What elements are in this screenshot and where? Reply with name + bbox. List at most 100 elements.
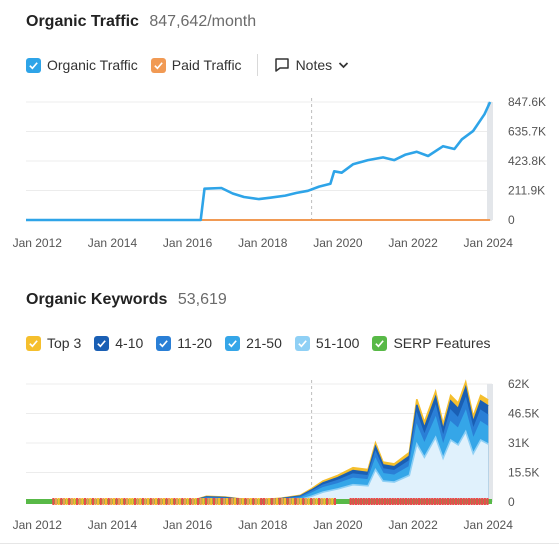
traffic-legend: Organic Traffic Paid Traffic Notes bbox=[26, 54, 356, 76]
serp-feature-mark bbox=[270, 498, 273, 505]
traffic-chart[interactable]: 0 211.9K 423.8K 635.7K 847.6K Jan 2012 Jan 201… bbox=[0, 86, 559, 256]
serp-feature-mark bbox=[415, 498, 418, 505]
y-tick-label: 0 bbox=[508, 213, 515, 227]
serp-feature-mark bbox=[436, 498, 439, 505]
y-tick-label: 0 bbox=[508, 495, 515, 509]
serp-feature-mark bbox=[147, 498, 150, 505]
serp-feature-mark bbox=[465, 498, 468, 505]
serp-feature-mark bbox=[225, 498, 229, 505]
serp-feature-mark bbox=[296, 498, 300, 505]
legend-serp-features[interactable]: SERP Features bbox=[372, 335, 490, 351]
serp-feature-mark bbox=[99, 498, 102, 505]
serp-feature-mark bbox=[254, 498, 258, 505]
serp-feature-mark bbox=[460, 498, 463, 505]
notes-dropdown[interactable]: Notes bbox=[274, 57, 356, 73]
legend-top-3[interactable]: Top 3 bbox=[26, 335, 81, 351]
serp-feature-mark bbox=[441, 498, 444, 505]
serp-feature-mark bbox=[73, 498, 76, 505]
legend-organic-traffic[interactable]: Organic Traffic bbox=[26, 57, 138, 73]
serp-feature-mark bbox=[457, 498, 460, 505]
legend-21-50[interactable]: 21-50 bbox=[225, 335, 282, 351]
serp-feature-mark bbox=[423, 498, 426, 505]
legend-51-100[interactable]: 51-100 bbox=[294, 335, 359, 351]
4-10-checkbox[interactable] bbox=[94, 335, 110, 351]
x-tick-label: Jan 2024 bbox=[464, 518, 514, 532]
11-20-checkbox[interactable] bbox=[156, 335, 172, 351]
legend-label: SERP Features bbox=[393, 335, 491, 351]
top-3-checkbox[interactable] bbox=[26, 335, 41, 351]
serp-feature-mark bbox=[175, 498, 179, 505]
keywords-total-value: 53,619 bbox=[177, 291, 227, 308]
serp-feature-mark bbox=[389, 498, 392, 505]
serp-feature-mark bbox=[62, 498, 66, 505]
serp-feature-mark bbox=[136, 498, 139, 505]
serp-feature-mark bbox=[189, 498, 192, 505]
legend-paid-traffic[interactable]: Paid Traffic bbox=[150, 57, 242, 73]
y-tick-label: 211.9K bbox=[508, 184, 545, 198]
keywords-chart[interactable]: 0 15.5K 31K 46.5K 62K Jan 2012 Jan 2014 Jan 201… bbox=[0, 368, 559, 538]
21-50-checkbox[interactable] bbox=[225, 335, 241, 351]
serp-feature-mark bbox=[102, 498, 105, 505]
x-tick-label: Jan 2024 bbox=[464, 236, 514, 250]
check-icon bbox=[29, 339, 38, 347]
serp-feature-mark bbox=[315, 498, 318, 505]
legend-label: 11-20 bbox=[177, 335, 213, 351]
serp-feature-mark bbox=[428, 498, 431, 505]
series-area-51-100 bbox=[26, 431, 489, 502]
serp-feature-mark bbox=[52, 498, 55, 505]
serp-feature-mark bbox=[365, 498, 368, 505]
organic-keywords-panel: Organic Keywords 53,619 Top 3 4-10 11-20 21… bbox=[0, 278, 559, 540]
serp-feature-mark bbox=[246, 498, 250, 505]
serp-feature-mark bbox=[239, 498, 242, 505]
legend-label: Organic Traffic bbox=[47, 57, 138, 73]
organic-traffic-panel: Organic Traffic 847,642/month Organic Tr… bbox=[0, 0, 559, 270]
51-100-checkbox[interactable] bbox=[294, 335, 310, 351]
serp-feature-mark bbox=[168, 498, 171, 505]
serp-feature-mark bbox=[417, 498, 421, 505]
serp-feature-mark bbox=[149, 498, 152, 505]
serp-feature-mark bbox=[483, 498, 486, 505]
serp-feature-mark bbox=[354, 498, 358, 505]
x-tick-label: Jan 2014 bbox=[88, 236, 138, 250]
legend-label: 21-50 bbox=[246, 335, 282, 351]
serp-feature-mark bbox=[86, 498, 89, 505]
serp-feature-mark bbox=[162, 498, 165, 505]
serp-feature-mark bbox=[112, 498, 116, 505]
traffic-total-value: 847,642/month bbox=[149, 13, 257, 30]
x-tick-label: Jan 2016 bbox=[163, 236, 213, 250]
serp-feature-mark bbox=[183, 498, 187, 505]
serp-feature-mark bbox=[60, 498, 63, 505]
serp-feature-mark bbox=[152, 498, 155, 505]
serp-feature-mark bbox=[386, 498, 389, 505]
y-tick-label: 15.5K bbox=[508, 466, 539, 480]
serp-feature-mark bbox=[268, 498, 271, 505]
serp-feature-mark bbox=[249, 498, 252, 505]
serp-feature-mark bbox=[118, 498, 121, 505]
serp-feature-mark bbox=[57, 498, 60, 505]
serp-feature-mark bbox=[241, 498, 244, 505]
organic-traffic-checkbox[interactable] bbox=[26, 57, 41, 73]
serp-feature-mark bbox=[328, 498, 331, 505]
serp-feature-mark bbox=[199, 498, 202, 505]
legend-label: Paid Traffic bbox=[171, 57, 242, 73]
serp-feature-mark bbox=[331, 498, 334, 505]
serp-feature-mark bbox=[68, 498, 71, 505]
serp-feature-mark bbox=[412, 498, 415, 505]
y-tick-label: 635.7K bbox=[508, 125, 546, 139]
y-tick-label: 847.6K bbox=[508, 95, 546, 109]
serp-feature-mark bbox=[475, 498, 479, 505]
serp-feature-mark bbox=[373, 498, 376, 505]
notes-label: Notes bbox=[295, 57, 333, 73]
x-tick-label: Jan 2012 bbox=[13, 236, 63, 250]
serp-feature-mark bbox=[262, 498, 265, 505]
paid-traffic-checkbox[interactable] bbox=[150, 57, 166, 73]
serp-features-checkbox[interactable] bbox=[372, 335, 388, 351]
serp-feature-mark bbox=[357, 498, 360, 505]
serp-feature-mark bbox=[396, 498, 400, 505]
serp-feature-mark bbox=[299, 498, 302, 505]
legend-4-10[interactable]: 4-10 bbox=[94, 335, 143, 351]
serp-feature-mark bbox=[473, 498, 476, 505]
serp-feature-mark bbox=[154, 498, 158, 505]
serp-feature-mark bbox=[486, 498, 489, 505]
legend-11-20[interactable]: 11-20 bbox=[156, 335, 212, 351]
